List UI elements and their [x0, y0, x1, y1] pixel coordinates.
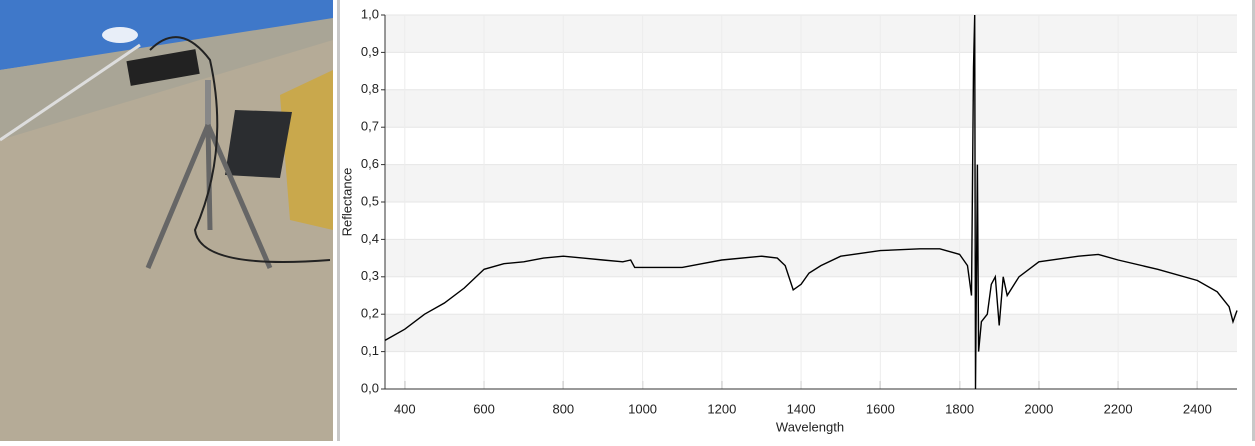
chart-panel: [340, 0, 1252, 441]
x-tick-label: 2400: [1183, 401, 1212, 416]
x-tick-label: 1800: [945, 401, 974, 416]
x-tick-label: 800: [552, 401, 574, 416]
x-tick-label: 1400: [787, 401, 816, 416]
grid-band: [385, 90, 1237, 127]
y-tick-label: 0,5: [361, 193, 379, 208]
x-tick-label: 600: [473, 401, 495, 416]
y-tick-label: 0,7: [361, 119, 379, 134]
y-axis-label: Reflectance: [339, 168, 354, 237]
y-tick-label: 0,1: [361, 343, 379, 358]
figure: 0,0 0,1 0,2 0,3 0,4 0,5 0,6 0,7 0,8 0,9 1,0 400 600 8…: [0, 0, 1255, 441]
x-tick-label: 2000: [1024, 401, 1053, 416]
x-tick-label: 1000: [628, 401, 657, 416]
y-tick-label: 0,8: [361, 81, 379, 96]
y-tick-label: 0,9: [361, 44, 379, 59]
y-tick-label: 0,0: [361, 380, 379, 395]
y-tick-label: 1,0: [361, 6, 379, 21]
x-tick-label: 400: [394, 401, 416, 416]
x-axis-label: Wavelength: [776, 419, 844, 434]
x-tick-label: 1200: [707, 401, 736, 416]
grid-band: [385, 15, 1237, 52]
tripod-leg: [208, 125, 210, 230]
photo: [0, 0, 333, 441]
grid-band: [385, 314, 1237, 351]
page: {"chart_data": {"type": "line", "x_label…: [0, 0, 1255, 441]
y-tick-label: 0,3: [361, 268, 379, 283]
x-tick-label: 1600: [866, 401, 895, 416]
y-tick-label: 0,2: [361, 306, 379, 321]
grid-band: [385, 165, 1237, 202]
cloud: [102, 27, 138, 43]
x-tick-label: 2200: [1104, 401, 1133, 416]
y-tick-label: 0,4: [361, 231, 379, 246]
y-tick-label: 0,6: [361, 156, 379, 171]
